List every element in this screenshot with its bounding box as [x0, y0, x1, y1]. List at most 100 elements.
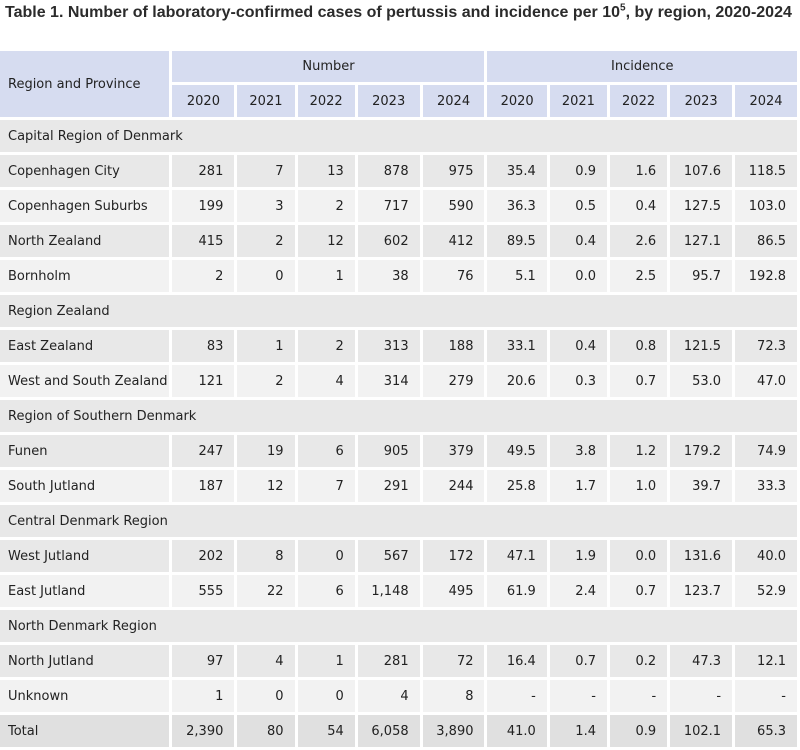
incidence-cell: 47.1 [487, 540, 547, 572]
row-label: North Jutland [0, 645, 170, 677]
title-tail: , by region, 2020-2024 [625, 4, 792, 21]
number-cell: 0 [297, 540, 355, 572]
incidence-cell: 1.6 [609, 155, 668, 187]
header-year: 2020 [172, 85, 235, 117]
header-year: 2022 [609, 85, 668, 117]
number-cell: 13 [297, 155, 355, 187]
number-cell: 6,058 [357, 715, 420, 747]
number-cell: 905 [357, 435, 420, 467]
header-year: 2023 [670, 85, 733, 117]
incidence-cell: 65.3 [735, 715, 797, 747]
header-year: 2024 [735, 85, 797, 117]
incidence-cell: 0.4 [549, 225, 607, 257]
number-cell: 415 [172, 225, 235, 257]
incidence-cell: 72.3 [735, 330, 797, 362]
incidence-cell: 47.3 [670, 645, 733, 677]
incidence-cell: 89.5 [487, 225, 547, 257]
number-cell: 6 [297, 435, 355, 467]
incidence-cell: 74.9 [735, 435, 797, 467]
table-row: North Zealand 415 2 12 602 412 89.5 0.4 2.6 127.1… [0, 225, 797, 257]
number-cell: 314 [357, 365, 420, 397]
number-cell: 8 [237, 540, 295, 572]
header-row-groups: Region and Province Number Incidence [0, 51, 797, 117]
table-row: West and South Zealand 121 2 4 314 279 20.6 0.3… [0, 365, 797, 397]
incidence-cell: 47.0 [735, 365, 797, 397]
incidence-cell: - [487, 680, 547, 712]
incidence-cell: 2.6 [609, 225, 668, 257]
number-cell: 8 [422, 680, 485, 712]
region-row: North Denmark Region [0, 610, 797, 642]
table-row: West Jutland 202 8 0 567 172 47.1 1.9 0.0 131.6 40… [0, 540, 797, 572]
table-row: Copenhagen Suburbs 199 3 2 717 590 36.3 0.5 0.4 1… [0, 190, 797, 222]
number-cell: 3,890 [422, 715, 485, 747]
number-cell: 1 [297, 645, 355, 677]
number-cell: 313 [357, 330, 420, 362]
incidence-cell: 127.1 [670, 225, 733, 257]
row-label: East Jutland [0, 575, 170, 607]
number-cell: 0 [297, 680, 355, 712]
incidence-cell: 1.4 [549, 715, 607, 747]
incidence-cell: 95.7 [670, 260, 733, 292]
incidence-cell: 0.7 [609, 365, 668, 397]
number-cell: 2 [237, 365, 295, 397]
number-cell: 1 [237, 330, 295, 362]
incidence-cell: 2.4 [549, 575, 607, 607]
incidence-cell: 0.2 [609, 645, 668, 677]
number-cell: 555 [172, 575, 235, 607]
number-cell: 495 [422, 575, 485, 607]
incidence-cell: 0.4 [609, 190, 668, 222]
number-cell: 247 [172, 435, 235, 467]
incidence-cell: 1.2 [609, 435, 668, 467]
header-year: 2021 [237, 85, 295, 117]
incidence-cell: 127.5 [670, 190, 733, 222]
title-main: Table 1. Number of laboratory-confirmed … [5, 4, 620, 21]
incidence-cell: 1.9 [549, 540, 607, 572]
incidence-cell: 0.0 [549, 260, 607, 292]
number-cell: 2 [172, 260, 235, 292]
number-cell: 602 [357, 225, 420, 257]
row-label: East Zealand [0, 330, 170, 362]
incidence-cell: 33.1 [487, 330, 547, 362]
region-label: Region Zealand [0, 295, 797, 327]
incidence-cell: 40.0 [735, 540, 797, 572]
number-cell: 379 [422, 435, 485, 467]
number-cell: 2 [237, 225, 295, 257]
incidence-cell: 1.7 [549, 470, 607, 502]
header-year: 2022 [297, 85, 355, 117]
number-cell: 121 [172, 365, 235, 397]
row-label: South Jutland [0, 470, 170, 502]
incidence-cell: 103.0 [735, 190, 797, 222]
incidence-cell: 12.1 [735, 645, 797, 677]
incidence-cell: 86.5 [735, 225, 797, 257]
region-label: Capital Region of Denmark [0, 120, 797, 152]
number-cell: 6 [297, 575, 355, 607]
row-label: North Zealand [0, 225, 170, 257]
incidence-cell: 2.5 [609, 260, 668, 292]
incidence-cell: 131.6 [670, 540, 733, 572]
number-cell: 22 [237, 575, 295, 607]
table-row: Funen 247 19 6 905 379 49.5 3.8 1.2 179.2 74.9 [0, 435, 797, 467]
number-cell: 12 [237, 470, 295, 502]
number-cell: 0 [237, 680, 295, 712]
incidence-cell: 1.0 [609, 470, 668, 502]
row-label: West and South Zealand [0, 365, 170, 397]
header-number-group: Number [172, 51, 485, 82]
incidence-cell: 0.9 [609, 715, 668, 747]
row-label: Copenhagen Suburbs [0, 190, 170, 222]
number-cell: 76 [422, 260, 485, 292]
table-row: Unknown 1 0 0 4 8- - - - - [0, 680, 797, 712]
number-cell: 281 [172, 155, 235, 187]
pertussis-table: Region and Province Number Incidence 202… [0, 48, 800, 750]
number-cell: 7 [237, 155, 295, 187]
incidence-cell: 0.3 [549, 365, 607, 397]
incidence-cell: 3.8 [549, 435, 607, 467]
number-cell: 279 [422, 365, 485, 397]
number-cell: 2,390 [172, 715, 235, 747]
number-cell: 199 [172, 190, 235, 222]
row-label: West Jutland [0, 540, 170, 572]
number-cell: 878 [357, 155, 420, 187]
header-year: 2023 [357, 85, 420, 117]
incidence-cell: 52.9 [735, 575, 797, 607]
incidence-cell: 0.8 [609, 330, 668, 362]
number-cell: 54 [297, 715, 355, 747]
